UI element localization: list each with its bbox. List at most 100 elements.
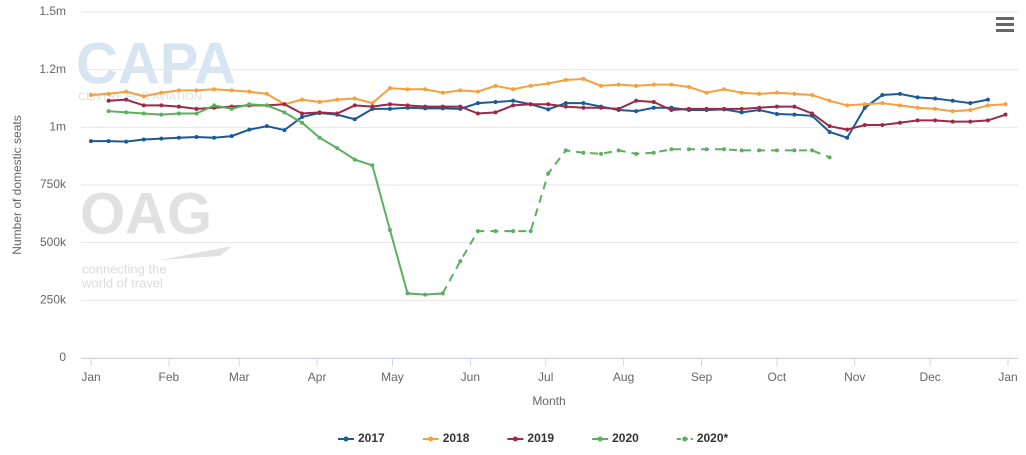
data-point <box>950 119 955 124</box>
data-point <box>264 91 269 96</box>
data-point <box>405 87 410 92</box>
legend-label[interactable]: 2019 <box>527 431 554 445</box>
legend-label[interactable]: 2020* <box>697 431 729 445</box>
data-point <box>792 104 797 109</box>
x-tick-label: Dec <box>919 370 940 384</box>
legend-label[interactable]: 2018 <box>443 431 470 445</box>
legend-label[interactable]: 2020 <box>612 431 639 445</box>
data-point <box>335 146 340 151</box>
y-tick-label: 250k <box>40 293 67 307</box>
x-tick-label: Oct <box>768 370 787 384</box>
x-tick-label: Jun <box>461 370 480 384</box>
data-point <box>300 114 305 119</box>
legend-marker <box>597 436 603 442</box>
data-point <box>440 291 445 296</box>
data-point <box>581 105 586 110</box>
data-point <box>141 94 146 99</box>
data-point <box>352 117 357 122</box>
data-point <box>247 89 252 94</box>
data-point <box>774 90 779 95</box>
data-point <box>89 139 93 144</box>
data-point <box>387 102 392 107</box>
data-point <box>546 102 551 107</box>
data-point <box>810 93 815 98</box>
data-point <box>651 150 656 155</box>
data-point <box>792 148 797 153</box>
data-point <box>757 105 762 110</box>
data-point <box>282 128 287 133</box>
menu-bar[interactable] <box>996 17 1014 20</box>
series-line <box>91 92 989 143</box>
data-point <box>739 110 744 115</box>
data-point <box>704 147 709 152</box>
menu-bar[interactable] <box>996 29 1014 32</box>
data-point <box>387 86 392 91</box>
data-point <box>810 111 815 116</box>
data-point <box>176 111 181 116</box>
x-tick-label: Jan <box>81 370 100 384</box>
data-point <box>176 104 181 109</box>
data-point <box>897 103 902 108</box>
data-point <box>106 98 111 103</box>
data-point <box>493 110 498 115</box>
data-point <box>774 148 779 153</box>
data-point <box>159 90 164 95</box>
legend-label[interactable]: 2017 <box>358 431 385 445</box>
data-point <box>159 136 164 141</box>
data-point <box>915 118 920 123</box>
data-point <box>880 93 885 98</box>
data-point <box>493 83 498 88</box>
data-point <box>458 88 463 93</box>
data-point <box>827 98 832 103</box>
data-point <box>722 106 727 111</box>
data-point <box>897 120 902 125</box>
data-point <box>370 101 375 106</box>
data-point <box>897 91 902 96</box>
data-point <box>704 106 709 111</box>
data-point <box>757 91 762 96</box>
data-point <box>1003 112 1008 117</box>
data-point <box>669 147 674 152</box>
series-line <box>108 103 443 296</box>
watermark-text: world of travel <box>81 275 163 290</box>
data-point <box>950 98 955 103</box>
data-point <box>546 107 551 112</box>
menu-bar[interactable] <box>996 23 1014 26</box>
data-point <box>616 148 621 153</box>
data-point <box>335 111 340 116</box>
data-point <box>599 105 604 110</box>
data-point <box>1003 102 1008 107</box>
data-point <box>985 118 990 123</box>
data-point <box>212 135 217 140</box>
data-point <box>634 98 639 103</box>
legend-marker <box>343 436 349 442</box>
data-point <box>563 78 568 83</box>
data-point <box>599 151 604 156</box>
data-point <box>124 139 129 144</box>
data-point <box>106 91 111 96</box>
data-point <box>968 108 973 113</box>
data-point <box>352 96 357 101</box>
data-point <box>511 87 516 92</box>
data-point <box>264 124 269 129</box>
data-point <box>950 109 955 114</box>
data-point <box>528 229 533 234</box>
data-point <box>827 155 832 160</box>
data-point <box>458 259 463 264</box>
data-point <box>634 83 639 88</box>
data-point <box>827 124 832 129</box>
menu-button[interactable] <box>996 17 1014 32</box>
data-point <box>194 106 199 111</box>
data-point <box>634 109 639 114</box>
data-point <box>423 87 428 92</box>
data-point <box>669 108 674 113</box>
data-point <box>546 81 551 86</box>
data-point <box>880 123 885 128</box>
data-point <box>880 101 885 106</box>
x-tick-label: Mar <box>229 370 250 384</box>
data-point <box>528 102 533 107</box>
data-point <box>194 111 199 116</box>
x-tick-label: Sep <box>691 370 713 384</box>
data-point <box>229 88 234 93</box>
data-point <box>405 103 410 108</box>
